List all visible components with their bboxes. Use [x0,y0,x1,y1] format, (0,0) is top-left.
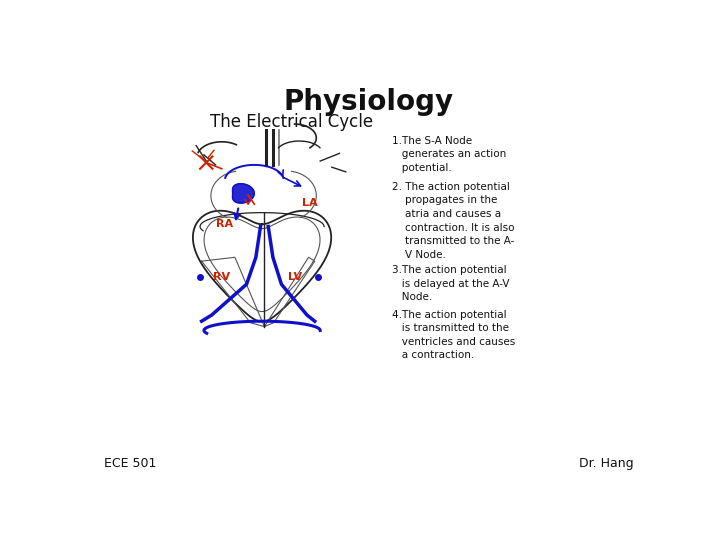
Text: 1.The S-A Node
   generates an action
   potential.: 1.The S-A Node generates an action poten… [392,136,506,173]
Text: The Electrical Cycle: The Electrical Cycle [210,112,373,131]
Text: 3.The action potential
   is delayed at the A-V
   Node.: 3.The action potential is delayed at the… [392,265,510,302]
Text: LA: LA [302,198,318,208]
Text: RV: RV [213,272,230,281]
Text: Dr. Hang: Dr. Hang [580,457,634,470]
Text: RA: RA [216,219,233,229]
Text: Physiology: Physiology [284,88,454,116]
Text: 4.The action potential
   is transmitted to the
   ventricles and causes
   a co: 4.The action potential is transmitted to… [392,309,516,361]
Text: 2. The action potential
    propagates in the
    atria and causes a
    contrac: 2. The action potential propagates in th… [392,182,515,260]
Polygon shape [233,184,254,203]
Text: ECE 501: ECE 501 [104,457,156,470]
Text: LV: LV [287,272,302,281]
